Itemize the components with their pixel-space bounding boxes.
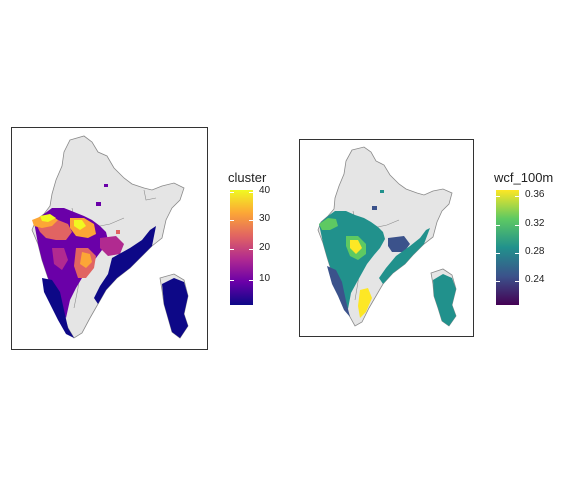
tick-mark [249,192,253,193]
tick-mark [230,280,234,281]
legend-color-bar [496,190,519,305]
tick-mark [515,225,519,226]
tick-label: 20 [259,242,271,253]
legend-title: wcf_100m [494,170,554,185]
cluster-fill [32,184,188,338]
legend-color-bar [230,190,253,305]
tick-mark [515,253,519,254]
tick-label: 0.36 [525,189,545,200]
tick-label: 0.24 [525,274,545,285]
tick-mark [230,220,234,221]
tick-label: 0.32 [525,218,545,229]
tick-label: 30 [259,213,271,224]
tick-mark [496,196,500,197]
tick-label: 40 [259,185,271,196]
tick-mark [249,220,253,221]
cluster-map-panel [11,127,208,350]
tick-mark [496,225,500,226]
wcf-map-panel [299,139,474,337]
tick-mark [496,281,500,282]
wcf-fill [319,190,456,326]
tick-mark [515,281,519,282]
tick-mark [230,249,234,250]
tick-mark [249,280,253,281]
tick-label: 0.28 [525,246,545,257]
cluster-legend: cluster 40 30 20 10 [228,170,288,310]
tick-mark [496,253,500,254]
wcf-legend: wcf_100m 0.36 0.32 0.28 0.24 [494,170,576,310]
tick-mark [249,249,253,250]
wcf-map [317,146,457,327]
tick-label: 10 [259,273,271,284]
cluster-map [31,135,189,339]
legend-title: cluster [228,170,267,185]
tick-mark [515,196,519,197]
tick-mark [230,192,234,193]
